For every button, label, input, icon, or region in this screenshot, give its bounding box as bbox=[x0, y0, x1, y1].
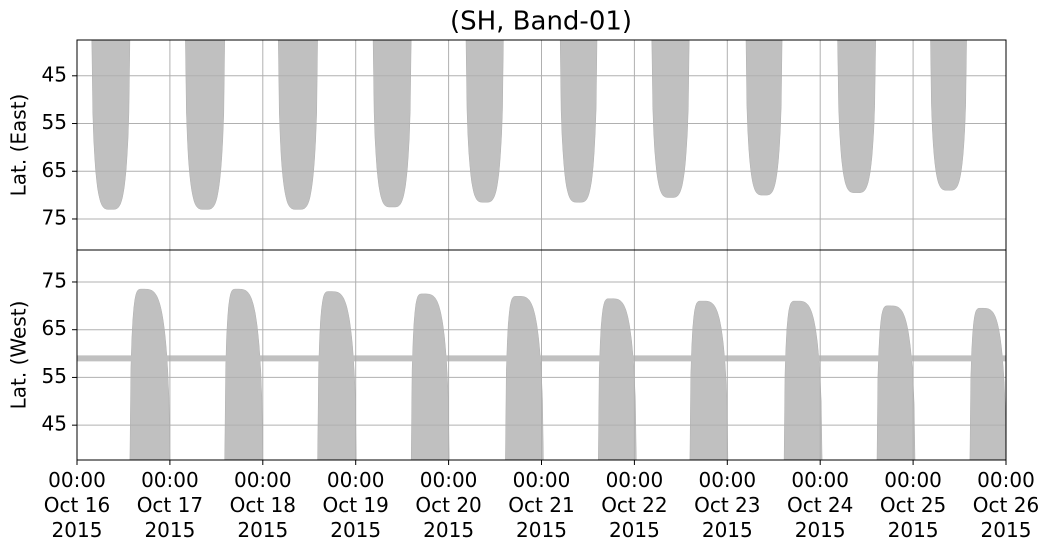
x-tick-label: 00:00 Oct 17 2015 bbox=[136, 468, 204, 542]
coverage-swath bbox=[224, 288, 264, 461]
coverage-swath bbox=[317, 291, 357, 461]
coverage-swath bbox=[783, 300, 823, 461]
coverage-swath bbox=[745, 39, 783, 196]
y-axis-label: Lat. (East) bbox=[7, 94, 31, 197]
x-tick-label: 00:00 Oct 16 2015 bbox=[43, 468, 111, 542]
coverage-swath bbox=[278, 39, 318, 210]
y-tick-label: 55 bbox=[42, 110, 67, 134]
x-tick-label: 00:00 Oct 20 2015 bbox=[415, 468, 482, 542]
x-tick-label: 00:00 Oct 21 2015 bbox=[508, 468, 575, 542]
x-tick-label: 00:00 Oct 19 2015 bbox=[322, 468, 389, 542]
y-tick-label: 75 bbox=[42, 205, 67, 229]
coverage-swath bbox=[505, 296, 544, 461]
y-axis-label: Lat. (West) bbox=[7, 301, 31, 410]
y-tick-label: 45 bbox=[42, 62, 67, 86]
coverage-swath bbox=[969, 307, 1007, 461]
coverage-swath bbox=[465, 39, 504, 203]
coverage-swath bbox=[598, 298, 637, 461]
x-tick-label: 00:00 Oct 24 2015 bbox=[786, 468, 854, 542]
coverage-swath bbox=[129, 288, 171, 461]
coverage-swath bbox=[689, 300, 729, 461]
coverage-swath bbox=[91, 39, 131, 210]
x-tick-label: 00:00 Oct 18 2015 bbox=[229, 468, 296, 542]
x-tick-label: 00:00 Oct 25 2015 bbox=[879, 468, 947, 542]
y-tick-label: 75 bbox=[42, 268, 67, 292]
coverage-swath bbox=[651, 39, 690, 198]
coverage-swath bbox=[930, 39, 967, 191]
y-tick-label: 65 bbox=[42, 158, 67, 182]
x-tick-label: 00:00 Oct 23 2015 bbox=[694, 468, 761, 542]
y-tick-label: 45 bbox=[42, 412, 67, 436]
coverage-swath bbox=[837, 39, 876, 193]
coverage-swath bbox=[185, 39, 225, 210]
y-tick-label: 55 bbox=[42, 364, 67, 388]
chart-title: (SH, Band-01) bbox=[450, 7, 632, 37]
coverage-swath bbox=[559, 39, 598, 203]
y-tick-label: 65 bbox=[42, 316, 67, 340]
x-tick-label: 00:00 Oct 22 2015 bbox=[601, 468, 668, 542]
x-tick-label: 00:00 Oct 26 2015 bbox=[972, 468, 1040, 542]
coverage-swath bbox=[876, 305, 916, 461]
